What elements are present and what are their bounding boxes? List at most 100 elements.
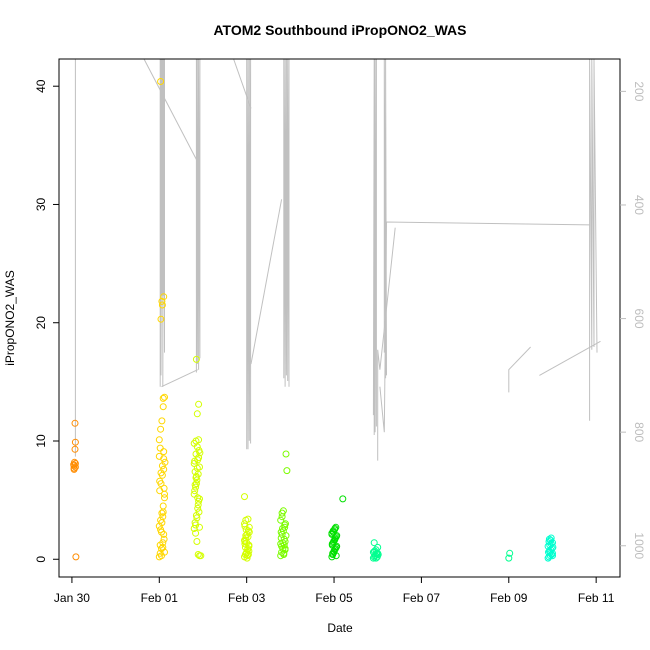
y-tick-label: 30 — [34, 197, 48, 211]
data-point — [193, 514, 201, 522]
data-point — [244, 515, 252, 523]
data-point — [277, 540, 285, 548]
data-point — [160, 535, 168, 543]
data-points-layer — [70, 78, 557, 562]
data-point — [71, 438, 79, 446]
data-point — [159, 502, 167, 510]
y-tick-label: 10 — [34, 434, 48, 448]
pressure-profile-line — [379, 221, 590, 433]
data-point — [157, 315, 165, 323]
y2-tick-label: 800 — [632, 422, 646, 442]
data-point — [244, 551, 252, 558]
data-point — [192, 529, 200, 537]
data-point — [159, 403, 167, 411]
data-point — [281, 521, 289, 529]
x-tick-label: Jan 30 — [54, 591, 90, 605]
data-point — [71, 463, 79, 471]
data-point — [158, 301, 166, 309]
data-point — [279, 525, 286, 532]
data-point — [549, 552, 556, 560]
data-point — [193, 538, 201, 545]
pressure-profile-line — [508, 346, 531, 393]
y-tick-label: 0 — [34, 556, 48, 563]
data-point — [161, 393, 168, 401]
pressure-profile-line — [143, 58, 197, 160]
plot-frame — [58, 58, 621, 578]
pressure-profile-line — [383, 58, 387, 379]
data-point — [545, 535, 553, 543]
pressure-profile-line — [159, 58, 165, 387]
data-point — [158, 462, 166, 470]
pressure-profile-line — [372, 58, 377, 436]
data-point — [191, 481, 199, 489]
data-point — [192, 437, 200, 445]
data-point — [156, 444, 164, 452]
x-tick-label: Feb 05 — [315, 591, 353, 605]
pressure-profile-line — [250, 199, 283, 365]
x-tick-label: Feb 03 — [228, 591, 266, 605]
data-point — [160, 455, 168, 463]
data-point — [194, 504, 202, 512]
x-tick-label: Feb 09 — [490, 591, 528, 605]
data-point — [158, 528, 165, 536]
data-point — [159, 394, 167, 402]
data-point — [191, 487, 199, 495]
x-tick-label: Feb 11 — [578, 591, 615, 605]
data-point — [281, 545, 289, 553]
data-point — [160, 530, 168, 538]
y2-tick-label: 400 — [632, 195, 646, 215]
data-point — [161, 490, 168, 498]
x-tick-label: Feb 01 — [141, 591, 179, 605]
data-point — [157, 425, 165, 433]
pressure-profile-line — [283, 58, 290, 387]
data-point — [71, 419, 79, 427]
data-point — [194, 501, 202, 509]
y-tick-label: 40 — [34, 79, 48, 93]
x-axis-label: Date — [327, 621, 353, 635]
data-point — [280, 535, 288, 543]
data-point — [72, 553, 80, 561]
chart-title: ATOM2 Southbound iPropONO2_WAS — [213, 22, 466, 38]
data-point — [241, 536, 248, 544]
data-point — [194, 494, 202, 502]
data-point — [506, 549, 514, 557]
data-point — [71, 445, 79, 453]
secondary-y-axis: 200 400 600 800 1000 — [620, 81, 646, 559]
data-point — [190, 490, 198, 498]
data-point — [282, 450, 290, 458]
data-point — [194, 456, 202, 464]
data-point — [547, 534, 555, 542]
data-point — [158, 417, 166, 425]
data-point — [372, 554, 380, 562]
data-point — [192, 355, 200, 363]
data-point — [241, 493, 248, 501]
data-point — [158, 297, 166, 305]
data-point — [505, 554, 513, 562]
data-point — [546, 548, 554, 556]
pressure-profile-line — [589, 58, 598, 421]
data-point — [161, 548, 168, 556]
data-point — [279, 507, 287, 515]
data-point — [196, 495, 203, 503]
data-point — [192, 521, 200, 529]
data-point — [192, 473, 200, 480]
data-point — [339, 495, 347, 503]
data-point — [160, 484, 168, 492]
pressure-profile-line — [246, 58, 252, 450]
pressure-profile-line — [195, 58, 201, 373]
y-axis-label: iPropONO2_WAS — [3, 270, 17, 366]
data-point — [193, 464, 201, 472]
pressure-profile-line — [539, 340, 601, 376]
data-point — [197, 552, 205, 560]
data-point — [374, 543, 382, 551]
x-axis: Jan 30 Feb 01 Feb 03 Feb 05 Feb 07 Feb 09 Feb … — [54, 577, 615, 605]
data-point — [280, 549, 288, 557]
data-point — [156, 477, 164, 485]
data-point — [244, 546, 251, 554]
y2-tick-label: 1000 — [632, 532, 646, 559]
data-point — [159, 513, 167, 521]
data-point — [160, 448, 168, 456]
pressure-profile-layer — [74, 58, 601, 461]
data-point — [157, 469, 165, 477]
